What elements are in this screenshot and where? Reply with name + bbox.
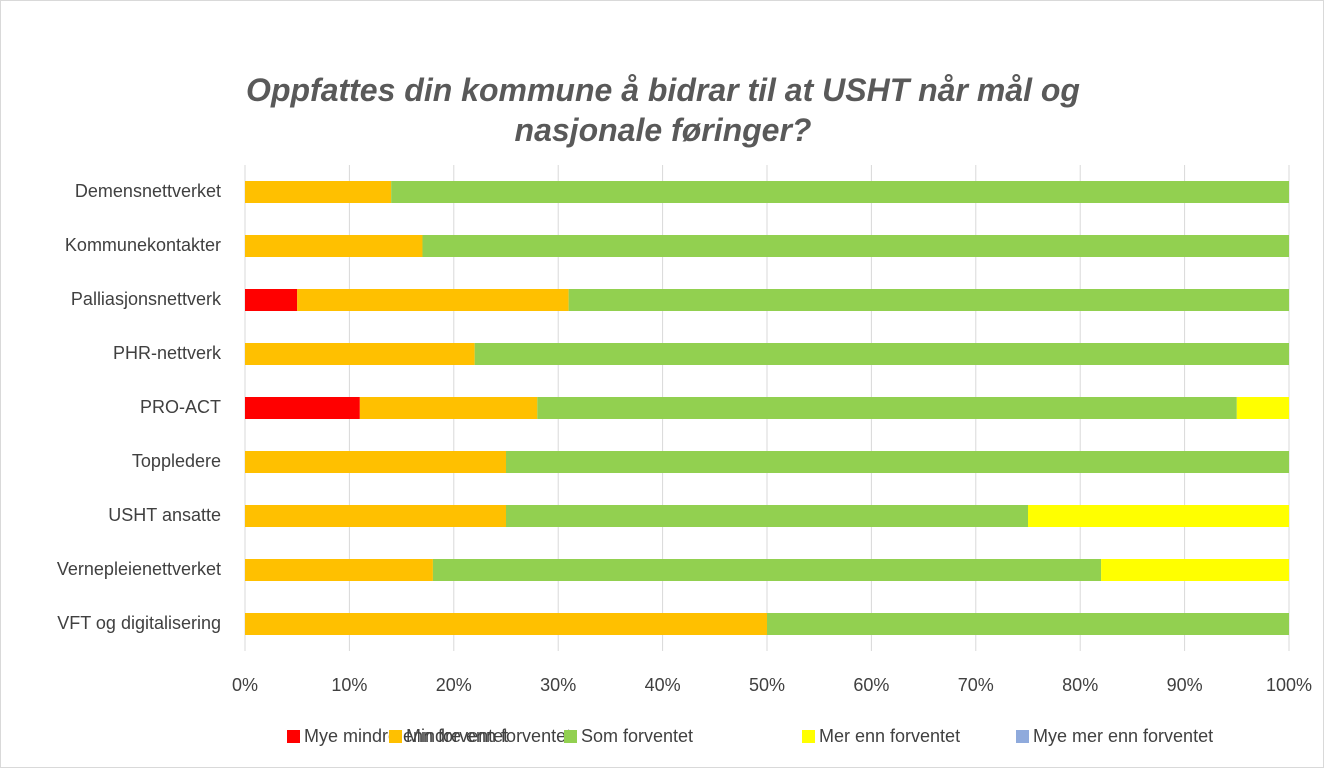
y-tick-label: Palliasjonsnettverk	[71, 289, 222, 309]
bar-segment	[245, 235, 423, 257]
bar-segment	[506, 505, 1028, 527]
y-tick-label: Vernepleienettverket	[57, 559, 221, 579]
y-tick-label: USHT ansatte	[108, 505, 221, 525]
bar-segment	[391, 181, 1289, 203]
x-tick-label: 70%	[958, 675, 994, 695]
bar-segment	[767, 613, 1289, 635]
bar-segment	[245, 181, 392, 203]
legend-swatch	[564, 730, 577, 743]
y-tick-label: PRO-ACT	[140, 397, 221, 417]
bar-segment	[432, 559, 1102, 581]
bar-segment	[245, 613, 767, 635]
x-tick-label: 10%	[331, 675, 367, 695]
bar-segment	[359, 397, 538, 419]
bar-segment	[506, 451, 1289, 473]
legend-swatch	[802, 730, 815, 743]
bar-segment	[1236, 397, 1289, 419]
x-tick-label: 20%	[436, 675, 472, 695]
legend-label: Mindre enn forventet	[406, 726, 571, 746]
legend-label: Mye mindre enn forventet	[304, 726, 508, 746]
legend-swatch	[389, 730, 402, 743]
bar-segment	[245, 289, 298, 311]
bar-segment	[245, 505, 506, 527]
bar-segment	[245, 343, 475, 365]
chart-title: Oppfattes din kommune å bidrar til at US…	[246, 72, 1080, 148]
legend-swatch	[1016, 730, 1029, 743]
legend-label: Mye mer enn forventet	[1033, 726, 1213, 746]
x-tick-label: 40%	[645, 675, 681, 695]
y-tick-label: Kommunekontakter	[65, 235, 221, 255]
y-tick-label: VFT og digitalisering	[57, 613, 221, 633]
legend-swatch	[287, 730, 300, 743]
y-tick-label: Demensnettverket	[75, 181, 221, 201]
bar-segment	[568, 289, 1289, 311]
bar-segment	[1028, 505, 1289, 527]
bar-segment	[1101, 559, 1289, 581]
x-tick-label: 30%	[540, 675, 576, 695]
bar-segment	[245, 451, 506, 473]
x-tick-label: 50%	[749, 675, 785, 695]
y-tick-label: Toppledere	[132, 451, 221, 471]
legend-label: Som forventet	[581, 726, 693, 746]
bar-segment	[297, 289, 569, 311]
x-tick-label: 80%	[1062, 675, 1098, 695]
bar-segment	[474, 343, 1289, 365]
x-tick-label: 60%	[853, 675, 889, 695]
y-tick-label: PHR-nettverk	[113, 343, 222, 363]
x-tick-label: 90%	[1167, 675, 1203, 695]
x-tick-label: 100%	[1266, 675, 1312, 695]
bar-segment	[245, 559, 433, 581]
bar-segment	[422, 235, 1290, 257]
x-tick-label: 0%	[232, 675, 258, 695]
bar-segment	[245, 397, 360, 419]
bar-segment	[537, 397, 1237, 419]
legend-label: Mer enn forventet	[819, 726, 960, 746]
